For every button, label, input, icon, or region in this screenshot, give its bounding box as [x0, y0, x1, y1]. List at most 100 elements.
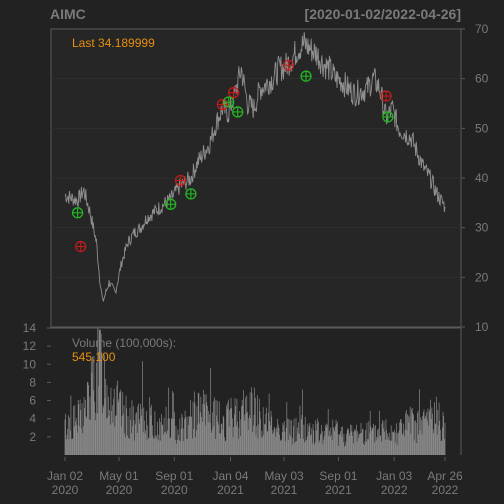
- volume-bar: [361, 429, 363, 455]
- volume-bar: [276, 432, 278, 455]
- volume-bar: [200, 396, 202, 455]
- volume-bar: [158, 434, 160, 455]
- volume-bar: [312, 424, 314, 455]
- volume-bar: [176, 443, 177, 455]
- volume-bar: [379, 435, 381, 455]
- volume-bar: [84, 407, 86, 455]
- volume-bar: [411, 408, 413, 455]
- volume-bar: [69, 430, 71, 455]
- volume-bar: [65, 439, 67, 455]
- volume-bar: [85, 416, 87, 455]
- volume-bar: [157, 440, 159, 455]
- volume-bar: [254, 387, 256, 455]
- volume-bar: [127, 435, 128, 455]
- volume-bar: [291, 420, 292, 455]
- price-y-tick-label: 70: [475, 22, 489, 36]
- volume-bar: [290, 436, 292, 455]
- volume-bar: [314, 444, 315, 455]
- volume-bar: [123, 405, 125, 455]
- volume-bar: [337, 434, 339, 455]
- volume-bar: [233, 427, 235, 455]
- volume-y-tick-label: 10: [23, 357, 37, 371]
- volume-bar: [98, 386, 99, 455]
- volume-bar: [251, 392, 253, 455]
- volume-bar: [125, 437, 126, 455]
- volume-bar: [323, 439, 324, 455]
- volume-bar: [109, 424, 111, 455]
- volume-bar: [362, 428, 364, 455]
- volume-bar: [258, 424, 259, 455]
- volume-bar: [390, 425, 392, 455]
- volume-bar: [204, 394, 206, 455]
- volume-bar: [296, 441, 298, 455]
- volume-bar: [402, 433, 404, 455]
- volume-bar: [111, 405, 113, 455]
- volume-bar: [229, 410, 231, 455]
- volume-bar: [388, 436, 389, 455]
- volume-bar: [330, 427, 332, 455]
- volume-bar: [235, 406, 236, 455]
- volume-bar: [184, 419, 185, 455]
- volume-bar: [206, 402, 208, 455]
- volume-bar: [117, 380, 118, 455]
- volume-bar: [189, 416, 191, 455]
- volume-bar: [182, 416, 183, 455]
- volume-bar: [88, 385, 89, 455]
- volume-bar: [237, 421, 238, 455]
- volume-bar: [415, 420, 416, 455]
- volume-bar: [424, 418, 425, 455]
- volume-bar: [252, 432, 254, 455]
- volume-bar: [115, 415, 117, 455]
- volume-bar: [151, 404, 152, 455]
- volume-bar: [403, 436, 405, 455]
- volume-bar: [215, 399, 217, 455]
- volume-bar: [223, 417, 225, 455]
- volume-bar: [224, 440, 226, 455]
- volume-bar: [333, 428, 335, 455]
- volume-bar: [122, 392, 124, 455]
- volume-bar: [106, 418, 107, 455]
- chart-title: AIMC: [50, 6, 86, 22]
- volume-bar: [150, 415, 152, 455]
- volume-bar: [329, 436, 331, 455]
- volume-bar: [213, 426, 215, 455]
- volume-bar: [316, 423, 318, 455]
- volume-bar: [163, 434, 164, 455]
- volume-bar: [185, 417, 187, 455]
- volume-bar: [270, 425, 271, 455]
- volume-bar: [110, 387, 112, 455]
- volume-bar: [288, 418, 290, 455]
- volume-bar: [113, 388, 115, 455]
- volume-bar: [440, 441, 442, 455]
- volume-bar: [257, 438, 259, 455]
- volume-bar: [192, 401, 194, 455]
- volume-bar: [365, 430, 366, 455]
- volume-bar: [261, 430, 263, 455]
- volume-bar: [236, 399, 238, 455]
- volume-bar: [405, 413, 406, 455]
- volume-bar: [326, 427, 328, 455]
- volume-bar: [169, 438, 171, 455]
- volume-bar: [207, 422, 209, 455]
- volume-bar: [403, 423, 404, 455]
- volume-bar: [352, 435, 353, 455]
- volume-bar: [424, 415, 426, 455]
- volume-bar: [165, 431, 166, 455]
- volume-bar: [83, 425, 84, 455]
- volume-bar: [354, 428, 356, 455]
- volume-bar: [404, 429, 406, 455]
- volume-bar: [100, 329, 101, 455]
- volume-bar: [186, 416, 188, 455]
- volume-bar: [284, 431, 286, 455]
- volume-bar: [231, 408, 233, 455]
- volume-bar: [310, 434, 312, 455]
- volume-bar: [268, 412, 269, 455]
- volume-bar: [345, 441, 347, 455]
- volume-bar: [286, 402, 288, 455]
- volume-bar: [303, 424, 305, 455]
- volume-bar: [397, 432, 399, 455]
- volume-bar: [324, 436, 326, 455]
- volume-bar: [246, 395, 248, 455]
- volume-bar: [247, 430, 249, 455]
- volume-bar: [70, 395, 72, 455]
